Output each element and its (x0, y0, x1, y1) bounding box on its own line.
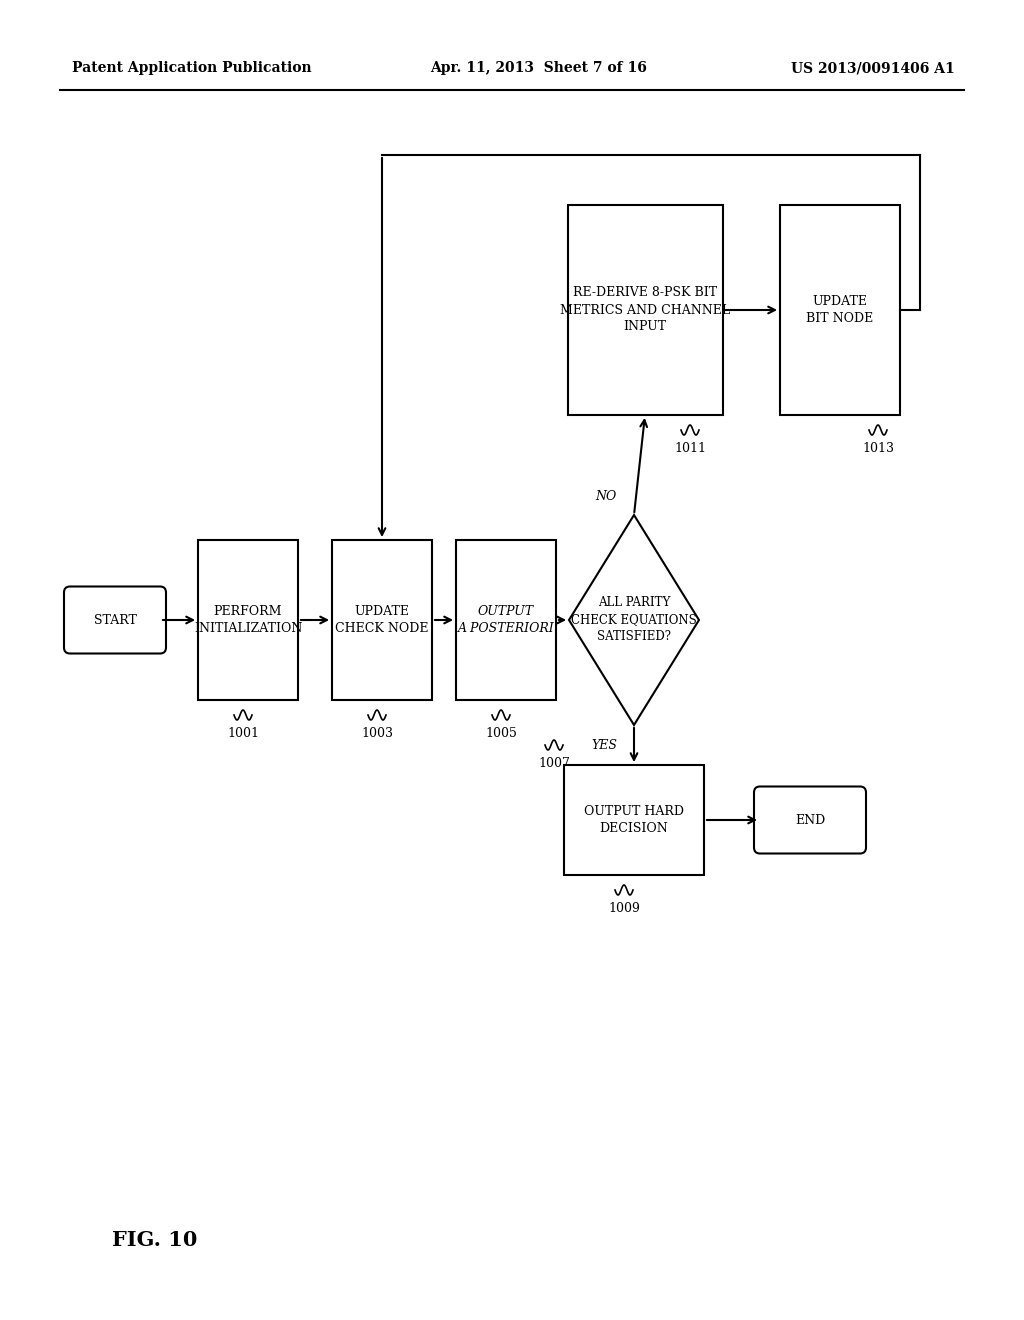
Polygon shape (569, 515, 699, 725)
Text: 1011: 1011 (674, 442, 706, 455)
Text: NO: NO (595, 490, 616, 503)
Bar (456, 540, 556, 700)
Text: PERFORM
INITIALIZATION: PERFORM INITIALIZATION (194, 605, 302, 635)
Text: OUTPUT
A POSTERIORI: OUTPUT A POSTERIORI (458, 605, 554, 635)
FancyBboxPatch shape (63, 586, 166, 653)
Text: UPDATE
BIT NODE: UPDATE BIT NODE (806, 294, 873, 325)
Bar (332, 540, 432, 700)
Text: 1007: 1007 (538, 756, 570, 770)
Text: OUTPUT HARD
DECISION: OUTPUT HARD DECISION (584, 805, 684, 836)
Text: RE-DERIVE 8-PSK BIT
METRICS AND CHANNEL
INPUT: RE-DERIVE 8-PSK BIT METRICS AND CHANNEL … (560, 286, 730, 334)
Text: 1003: 1003 (361, 727, 393, 741)
Bar (780, 205, 900, 414)
Text: END: END (795, 813, 825, 826)
FancyBboxPatch shape (754, 787, 866, 854)
Text: 1013: 1013 (862, 442, 894, 455)
Text: ALL PARITY
CHECK EQUATIONS
SATISFIED?: ALL PARITY CHECK EQUATIONS SATISFIED? (571, 597, 697, 644)
Text: START: START (93, 614, 136, 627)
Text: US 2013/0091406 A1: US 2013/0091406 A1 (792, 61, 955, 75)
Text: 1005: 1005 (485, 727, 517, 741)
Text: 1001: 1001 (227, 727, 259, 741)
Text: Apr. 11, 2013  Sheet 7 of 16: Apr. 11, 2013 Sheet 7 of 16 (430, 61, 647, 75)
Bar (564, 766, 705, 875)
Bar (567, 205, 723, 414)
Text: Patent Application Publication: Patent Application Publication (72, 61, 311, 75)
Bar (198, 540, 298, 700)
Text: 1009: 1009 (608, 902, 640, 915)
Text: UPDATE
CHECK NODE: UPDATE CHECK NODE (335, 605, 429, 635)
Text: YES: YES (591, 739, 617, 752)
Text: FIG. 10: FIG. 10 (112, 1230, 198, 1250)
